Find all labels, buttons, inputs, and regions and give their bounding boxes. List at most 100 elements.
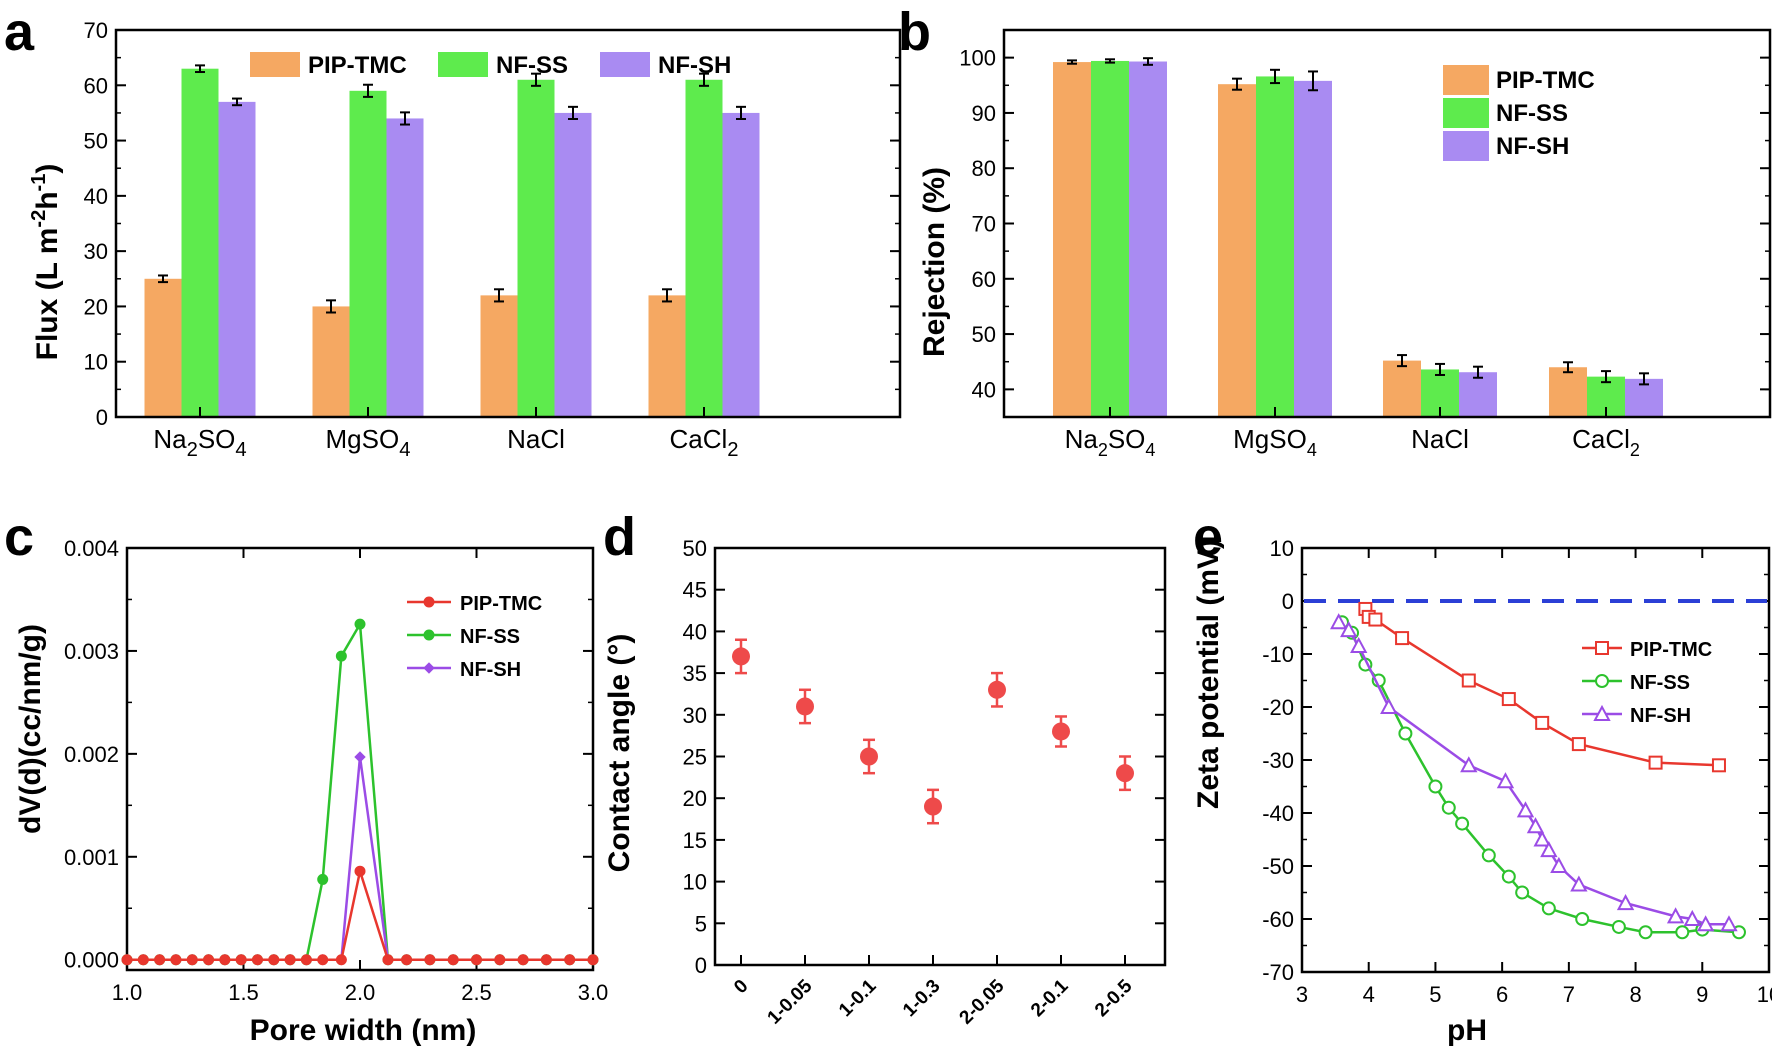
- panel-b-bar-nf-ss: [1091, 60, 1129, 418]
- panel-a-legend-label: NF-SH: [658, 52, 731, 79]
- panel-b-bar-pip-tmc: [1053, 62, 1091, 418]
- panel-e-point-pip-tmc: [1461, 673, 1476, 688]
- panel-e-point-nf-ss: [1501, 869, 1516, 884]
- panel-e-point-nf-sh: [1460, 756, 1478, 773]
- panel-label-e: e: [1193, 507, 1223, 567]
- panel-e-point-pip-tmc: [1368, 612, 1383, 627]
- panel-b-legend-label: NF-SH: [1496, 133, 1569, 160]
- panel-e-point-nf-sh: [1720, 915, 1738, 932]
- panel-a-legend-swatch: [250, 52, 300, 77]
- panel-c-point-nf-ss: [335, 650, 347, 662]
- panel-e-point-nf-ss: [1638, 925, 1653, 940]
- panel-d-xtick-label: 1-0.1: [835, 975, 881, 1021]
- panel-e-point-nf-sh: [1380, 697, 1398, 714]
- panel-a-bar-nf-sh: [386, 118, 424, 417]
- panel-b-bar-pip-tmc: [1383, 360, 1421, 417]
- panel-d-chart: 0 5 10 15 20 25 30 35 40 45 50 0 1-0.05 1-0.1 1-0.3 2-0…: [683, 536, 1167, 1029]
- panel-b-legend-swatch: [1443, 131, 1489, 161]
- panel-e-point-nf-sh: [1616, 893, 1635, 911]
- panel-b-category-label: MgSO4: [1233, 424, 1317, 460]
- panel-d-xtick-label: 0: [730, 976, 752, 998]
- panel-c-point-pip-tmc: [471, 954, 482, 966]
- panel-c-point-pip-tmc: [587, 954, 599, 966]
- panel-b-chart: 40 50 60 70 80 90 100 Na2SO4 MgSO4 NaCl CaCl2 PIP-T…: [959, 28, 1772, 460]
- panel-d-ytick-label: 10: [683, 870, 707, 895]
- panel-d-point: [988, 680, 1006, 699]
- panel-e-point-nf-ss: [1541, 901, 1556, 916]
- panel-c-xtick-label: 1.5: [228, 980, 259, 1005]
- panel-c-legend-label: NF-SH: [460, 659, 521, 681]
- panel-e-point-nf-ss: [1675, 925, 1690, 940]
- panel-c-point-pip-tmc: [540, 954, 552, 966]
- panel-a-bar-nf-ss: [685, 79, 723, 417]
- panel-c-point-pip-tmc: [517, 954, 529, 966]
- panel-c-ylabel: dV(d)(cc/nm/g): [14, 624, 47, 834]
- panel-c-xlabel: Pore width (nm): [250, 1014, 477, 1047]
- panel-a-bar-nf-sh: [554, 112, 592, 417]
- panel-c-point-pip-tmc: [564, 954, 576, 966]
- panel-a-bar-pip-tmc: [312, 306, 350, 417]
- panel-c-line-pip-tmc: [127, 866, 593, 961]
- panel-a-legend-label: PIP-TMC: [308, 52, 407, 79]
- panel-b-bar-nf-ss: [1256, 76, 1294, 417]
- panel-c-point-pip-tmc: [447, 954, 459, 966]
- panel-e-xtick-label: 9: [1696, 982, 1708, 1007]
- panel-d-ytick-label: 25: [683, 745, 707, 770]
- panel-a-chart: 0 10 20 30 40 50 60 70 Na2SO4 MgSO4 NaCl CaCl2 PIP-T…: [84, 18, 902, 461]
- panel-a-ytick-label: 0: [96, 405, 108, 430]
- panel-label-c: c: [4, 507, 34, 567]
- panel-c-point-nf-sh: [354, 751, 366, 763]
- panel-c-legend-marker: [423, 629, 435, 641]
- panel-e-point-nf-sh: [1570, 875, 1588, 892]
- panel-d-xtick-label: 2-0.5: [1091, 975, 1137, 1021]
- panel-e-legend-marker: [1595, 641, 1609, 655]
- panel-e-ytick-label: -10: [1262, 642, 1294, 667]
- panel-c-point-pip-tmc: [154, 954, 166, 966]
- panel-e-point-nf-ss: [1428, 779, 1443, 794]
- panel-b-ytick-label: 80: [972, 156, 996, 181]
- panel-a-bar-nf-ss: [517, 79, 555, 417]
- panel-b-legend-swatch: [1443, 65, 1489, 95]
- panel-e-ytick-label: -20: [1262, 695, 1294, 720]
- panel-c-legend-marker: [423, 662, 435, 674]
- panel-e-ytick-label: -70: [1262, 960, 1294, 985]
- panel-b-bar-nf-sh: [1459, 372, 1497, 417]
- panel-a-ytick-label: 50: [84, 129, 108, 154]
- panel-e-point-nf-sh: [1683, 909, 1701, 926]
- panel-c-point-nf-ss: [354, 618, 366, 630]
- panel-e-legend-marker: [1593, 704, 1611, 721]
- panel-e-point-pip-tmc: [1571, 737, 1586, 752]
- panel-e-point-nf-sh: [1340, 621, 1358, 638]
- panel-c-point-pip-tmc: [137, 954, 149, 966]
- panel-b-ytick-label: 60: [972, 267, 996, 292]
- panel-d-ytick-label: 40: [683, 619, 707, 644]
- panel-e-ytick-label: -50: [1262, 854, 1294, 879]
- panel-e-point-nf-sh: [1666, 907, 1685, 924]
- panel-e-ytick-label: -30: [1262, 748, 1294, 773]
- panel-b-bar-pip-tmc: [1218, 84, 1256, 418]
- panel-b-ytick-label: 40: [972, 377, 996, 402]
- panel-a-ytick-label: 30: [84, 239, 108, 264]
- panel-d-ylabel: Contact angle (°): [603, 634, 636, 873]
- panel-c-point-pip-tmc: [401, 954, 413, 966]
- panel-c-line-nf-ss: [127, 620, 593, 961]
- panel-c-point-pip-tmc: [268, 954, 280, 966]
- panel-c-point-pip-tmc: [300, 954, 312, 966]
- panel-a-ytick-label: 70: [84, 18, 108, 43]
- panel-label-b: b: [898, 2, 931, 62]
- panel-d-xtick-label: 1-0.05: [764, 975, 817, 1028]
- panel-c-point-pip-tmc: [186, 954, 198, 966]
- panel-c-line-nf-sh: [127, 756, 593, 961]
- panel-c-xtick-label: 3.0: [578, 980, 609, 1005]
- panel-e-xtick-label: 4: [1363, 982, 1375, 1007]
- panel-c-point-pip-tmc: [235, 954, 247, 966]
- panel-a-ytick-label: 20: [84, 294, 108, 319]
- panel-c-point-nf-ss: [317, 873, 329, 885]
- panel-e-point-nf-sh: [1540, 840, 1558, 858]
- panel-a-legend-label: NF-SS: [496, 52, 568, 79]
- panel-b-ylabel: Rejection (%): [918, 167, 951, 357]
- panel-d-point: [860, 747, 878, 766]
- panel-e-xtick-label: 5: [1429, 982, 1441, 1007]
- panel-a-ylabel: Flux (L m-2h-1): [28, 164, 64, 361]
- panel-e-point-pip-tmc: [1395, 631, 1410, 646]
